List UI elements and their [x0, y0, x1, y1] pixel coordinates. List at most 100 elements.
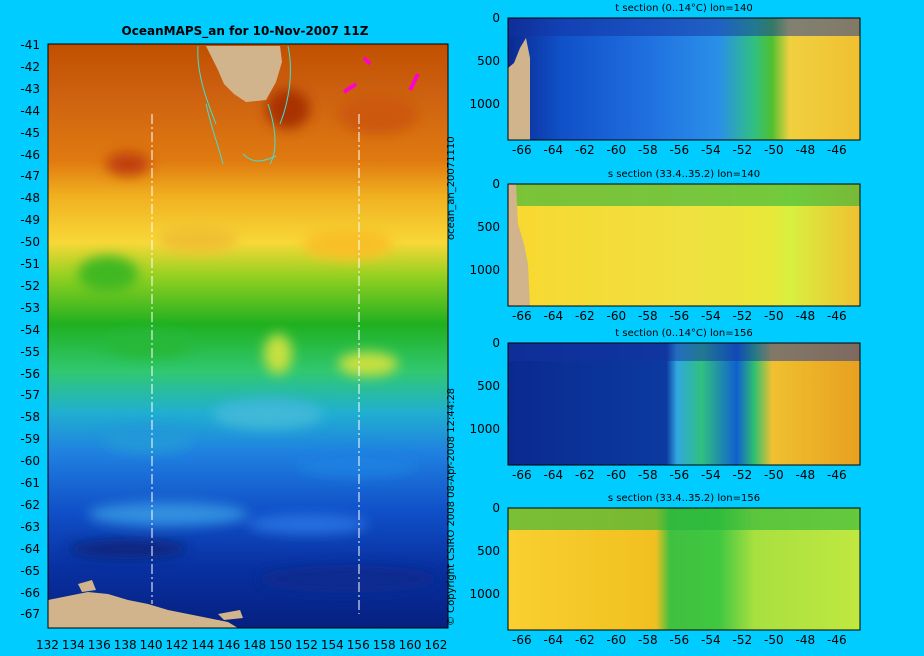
tasmania-land	[206, 46, 282, 102]
map-lon-tick: 152	[295, 638, 318, 652]
section-lat-tick: -64	[543, 143, 564, 157]
map-lon-tick: 148	[243, 638, 267, 652]
map-lat-tick: -51	[20, 257, 40, 271]
map-lat-tick: -41	[20, 38, 40, 52]
section-lat-tick: -66	[512, 143, 532, 157]
section-lat-tick: -64	[543, 468, 564, 482]
section-lat-tick: -50	[764, 143, 784, 157]
map-lat-tick: -50	[20, 235, 40, 250]
map-lat-tick: -54	[20, 322, 40, 337]
depth-tick: 500	[477, 54, 500, 68]
marker-1	[342, 82, 358, 94]
map-lat-tick: -60	[20, 454, 40, 469]
depth-tick: 500	[477, 544, 500, 558]
section-frame	[507, 183, 861, 307]
section-s-lon140	[507, 183, 861, 307]
section-lat-tick: -58	[638, 633, 658, 647]
section-title: t section (0..14°C) lon=156	[615, 328, 753, 339]
antarctica-land	[48, 592, 238, 628]
map-lon-tick: 140	[139, 638, 163, 652]
depth-tick: 1000	[469, 97, 500, 111]
section-lat-tick: -56	[669, 309, 690, 323]
map-lat-tick: -64	[20, 541, 40, 556]
section-surface-layer	[508, 343, 860, 361]
map-lat-tick: -42	[20, 59, 40, 74]
section-frame	[507, 17, 861, 141]
map-lat-tick: -67	[20, 607, 40, 622]
map-lat-tick: -65	[20, 563, 40, 578]
section-lat-tick: -62	[575, 633, 595, 647]
section-frame	[507, 342, 861, 466]
section-lat-tick: -50	[764, 633, 784, 647]
map-lat-tick: -63	[20, 519, 40, 534]
map-side-label: ocean_an_20071110	[446, 136, 457, 240]
section-field	[508, 343, 860, 465]
section-surface-layer	[508, 508, 860, 530]
section-lat-tick: -64	[543, 309, 564, 323]
section-surface-layer	[508, 18, 860, 36]
section-lat-tick: -48	[795, 143, 816, 157]
map-lat-tick: -48	[20, 191, 40, 206]
depth-tick: 0	[492, 11, 500, 25]
section-lat-tick: -60	[606, 143, 627, 157]
section-lat-tick: -62	[575, 143, 595, 157]
section-surface-layer	[508, 184, 860, 206]
map-lat-tick: -46	[20, 147, 40, 162]
section-s-lon156	[507, 507, 861, 631]
section-lat-tick: -54	[701, 309, 721, 323]
section-lat-tick: -60	[606, 633, 627, 647]
tasmania-coast	[197, 45, 291, 125]
section-lat-tick: -52	[732, 143, 753, 157]
coast-contours	[205, 103, 277, 165]
section-lat-tick: -66	[512, 468, 532, 482]
section-lat-tick: -62	[575, 468, 595, 482]
depth-tick: 1000	[469, 422, 500, 436]
antarctica-islet-1	[78, 580, 96, 592]
map-lon-tick: 136	[87, 638, 111, 652]
section-lat-tick: -54	[701, 468, 721, 482]
sst-map	[47, 43, 449, 629]
depth-tick: 500	[477, 379, 500, 393]
map-lon-tick: 158	[372, 638, 396, 652]
section-lat-tick: -62	[575, 309, 595, 323]
map-lat-tick: -47	[20, 169, 40, 184]
map-lon-tick: 154	[320, 638, 344, 652]
section-lat-tick: -48	[795, 309, 816, 323]
section-frame	[507, 507, 861, 631]
map-lat-tick: -56	[20, 366, 40, 381]
section-lat-tick: -46	[827, 309, 847, 323]
depth-tick: 1000	[469, 263, 500, 277]
map-lon-tick: 156	[346, 638, 370, 652]
section-lat-tick: -54	[701, 143, 721, 157]
map-lat-tick: -61	[20, 476, 40, 490]
map-lon-tick: 142	[165, 638, 189, 652]
depth-tick: 0	[492, 177, 500, 191]
section-lat-tick: -48	[795, 468, 816, 482]
depth-tick: 0	[492, 501, 500, 515]
antarctica-islet-2	[218, 610, 243, 620]
map-lat-tick: -49	[20, 213, 40, 228]
section-lat-tick: -58	[638, 143, 658, 157]
map-lat-tick: -43	[20, 81, 40, 96]
section-lat-tick: -54	[701, 633, 721, 647]
seafloor-land	[508, 38, 530, 140]
map-frame	[47, 43, 449, 629]
map-lat-tick: -44	[20, 103, 40, 118]
section-lat-tick: -58	[638, 468, 658, 482]
section-lat-tick: -52	[732, 468, 753, 482]
section-t-lon156	[507, 342, 861, 466]
map-lat-tick: -45	[20, 125, 40, 140]
map-lat-tick: -66	[20, 585, 40, 600]
section-lat-tick: -46	[827, 633, 847, 647]
depth-tick: 1000	[469, 587, 500, 601]
map-title: OceanMAPS_an for 10-Nov-2007 11Z	[121, 24, 369, 38]
section-lat-tick: -66	[512, 309, 532, 323]
map-lon-tick: 146	[217, 638, 241, 652]
section-lat-tick: -60	[606, 309, 627, 323]
section-lat-tick: -50	[764, 309, 784, 323]
section-lat-tick: -56	[669, 633, 690, 647]
depth-tick: 500	[477, 220, 500, 234]
marker-3	[362, 56, 372, 66]
section-lat-tick: -50	[764, 468, 784, 482]
map-lat-tick: -58	[20, 410, 40, 425]
